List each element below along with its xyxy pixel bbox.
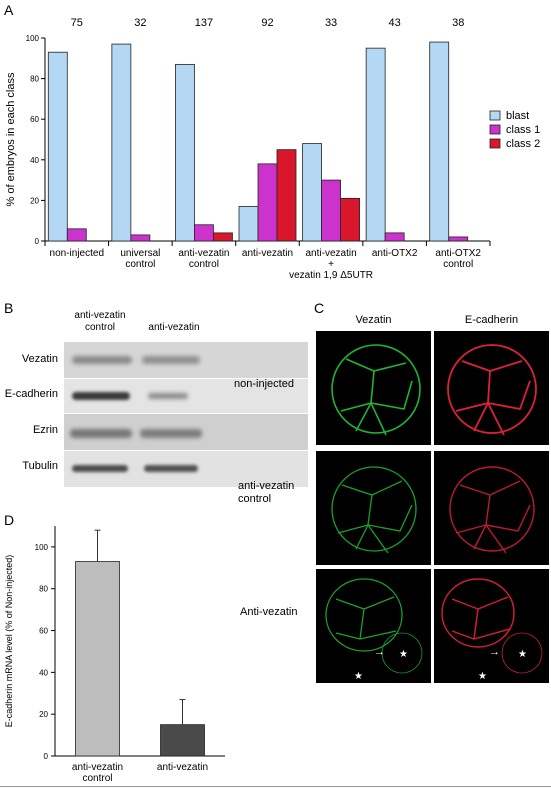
bar-class-1 (194, 224, 214, 242)
legend-label: blast (506, 110, 529, 122)
micro-col-header-vezatin: Vezatin (355, 314, 392, 326)
n-label: 43 (389, 17, 401, 29)
y-tick-label: 100 (35, 543, 49, 552)
band (72, 465, 128, 472)
band (72, 356, 132, 364)
panel-a-bar-chart: 0 20 40 60 80 100 % of embryos in each class 75… (5, 17, 540, 281)
blot-col-header-anti-vezatin: anti-vezatin (148, 322, 200, 333)
blot-strip-ecadherin (64, 379, 308, 413)
x-category-label: universal control (120, 248, 160, 270)
micro-row-label-anti-vezatin: Anti-vezatin (240, 606, 298, 618)
svg-text:★: ★ (478, 671, 487, 682)
y-tick-label: 100 (26, 34, 40, 43)
bar-class-1 (384, 232, 405, 242)
blot-strip-tubulin (64, 451, 308, 487)
bar-class-1 (321, 179, 341, 242)
svg-text:★: ★ (354, 671, 363, 682)
svg-text:→: → (489, 646, 500, 658)
bar-blast (302, 143, 322, 242)
band (142, 356, 200, 364)
bar (160, 724, 205, 757)
bar-class-2 (340, 197, 360, 242)
bar-class-2 (213, 232, 233, 242)
legend-swatch (489, 110, 501, 121)
panel-d-letter: D (4, 512, 15, 528)
bar-class-1 (448, 236, 469, 242)
y-tick-label: 80 (30, 75, 39, 84)
band (140, 429, 202, 438)
micro-col-header-ecadherin: E-cadherin (464, 314, 519, 326)
svg-text:→: → (374, 646, 385, 658)
n-label: 92 (261, 17, 273, 29)
x-category-label: non-injected (50, 248, 104, 259)
n-label: 137 (195, 17, 213, 29)
legend-label: class 2 (506, 138, 540, 150)
bar-class-2 (276, 149, 297, 242)
y-tick-label: 60 (39, 627, 48, 636)
x-category-label: anti-OTX2 (372, 248, 418, 259)
bar-class-1 (257, 163, 278, 242)
blot-row-label-ezrin: Ezrin (32, 424, 58, 436)
n-label: 32 (134, 17, 146, 29)
y-tick-label: 20 (30, 196, 39, 205)
legend-swatch (489, 138, 501, 149)
n-label: 75 (71, 17, 83, 29)
y-tick-label: 0 (35, 237, 40, 246)
y-tick-label: 20 (39, 710, 48, 719)
bar-class-1 (66, 228, 87, 242)
x-category-label: anti-vezatin + vezatin 1,9 Δ5UTR (289, 248, 373, 281)
svg-text:★: ★ (518, 649, 527, 660)
micro-row-label-non-injected: non-injected (234, 378, 294, 390)
micro-image-ecadherin-control (434, 451, 549, 565)
band (148, 393, 188, 399)
micro-image-vezatin-non-injected (316, 331, 431, 445)
figure-border (0, 786, 551, 787)
blot-row-label-tubulin: Tubulin (22, 460, 58, 472)
blot-row-label-vezatin: Vezatin (21, 353, 58, 365)
x-category-label: anti-vezatin (157, 762, 208, 773)
n-label: 33 (325, 17, 337, 29)
bar-class-1 (130, 234, 151, 242)
blot-col-header-control: anti-vezatin control (74, 310, 126, 333)
bar-blast (429, 41, 450, 242)
x-category-label: anti-vezatin (242, 248, 293, 259)
band (70, 429, 132, 438)
blot-strip-vezatin (64, 342, 308, 378)
bar-blast (47, 51, 68, 242)
micro-image-vezatin-control (316, 451, 431, 565)
bar (75, 561, 120, 757)
y-axis-label: % of embryos in each class (5, 72, 17, 206)
micro-row-label-control: anti-vezatin control (238, 480, 295, 505)
y-tick-label: 80 (39, 585, 48, 594)
bar-blast (111, 43, 132, 242)
n-label: 38 (452, 17, 464, 29)
panel-d-bar-chart: 0 20 40 60 80 100 E-cadherin mRNA level (% of … (4, 526, 225, 784)
blot-strip-ezrin (64, 414, 308, 450)
band (72, 392, 130, 400)
micro-image-vezatin-anti-vezatin: → ★ ★ (316, 569, 431, 683)
y-tick-label: 0 (44, 752, 49, 761)
legend-swatch (489, 124, 501, 135)
x-category-label: anti-vezatin control (178, 248, 229, 270)
svg-text:★: ★ (399, 649, 408, 660)
x-category-label: anti-vezatin control (72, 762, 123, 784)
y-tick-label: 40 (30, 156, 39, 165)
y-axis-label: E-cadherin mRNA level (% of Non-injected… (4, 555, 14, 728)
panel-c-letter: C (314, 300, 325, 316)
x-category-label: anti-OTX2 control (435, 248, 481, 270)
y-tick-label: 40 (39, 668, 48, 677)
bar-blast (238, 206, 259, 242)
panel-a-letter: A (4, 2, 14, 18)
micro-image-ecadherin-non-injected (434, 331, 549, 445)
blot-row-label-ecadherin: E-cadherin (4, 388, 58, 400)
band (144, 465, 198, 472)
bar-blast (175, 63, 195, 242)
legend-label: class 1 (506, 124, 540, 136)
micro-image-ecadherin-anti-vezatin: → ★ ★ (434, 569, 549, 683)
panel-b-letter: B (4, 300, 14, 316)
y-tick-label: 60 (30, 115, 39, 124)
bar-blast (365, 47, 386, 242)
